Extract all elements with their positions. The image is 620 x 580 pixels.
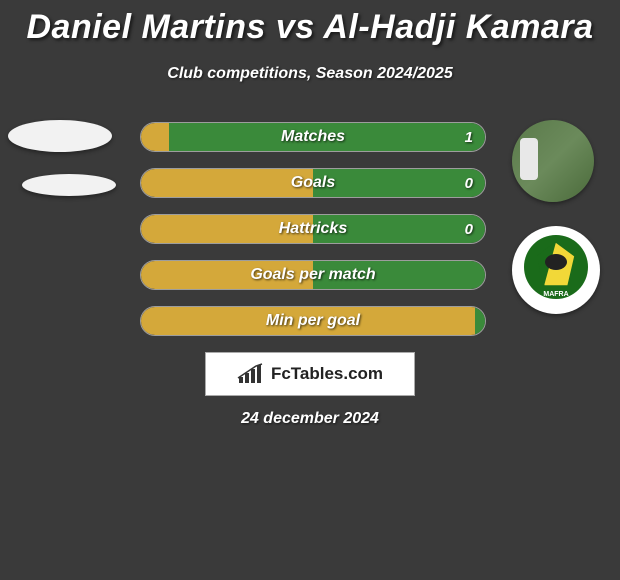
right-player-avatars: MAFRA [512, 120, 600, 338]
brand-label: FcTables.com [271, 364, 383, 384]
stat-bar: 0Hattricks [140, 214, 486, 244]
stat-label: Goals [141, 169, 485, 197]
stat-label: Min per goal [141, 307, 485, 335]
player1-avatar-placeholder [8, 120, 112, 152]
stat-bar: 1Matches [140, 122, 486, 152]
comparison-title: Daniel Martins vs Al-Hadji Kamara [0, 0, 620, 47]
brand-box[interactable]: FcTables.com [205, 352, 415, 396]
stats-bars: 1Matches 0Goals 0Hattricks Goals per match M… [140, 122, 486, 352]
comparison-subtitle: Club competitions, Season 2024/2025 [0, 65, 620, 83]
player1-club-placeholder [22, 174, 116, 196]
stat-label: Hattricks [141, 215, 485, 243]
left-player-avatars [8, 120, 116, 218]
stat-bar: 0Goals [140, 168, 486, 198]
player2-club-crest: MAFRA [512, 226, 600, 314]
stat-bar: Min per goal [140, 306, 486, 336]
brand-chart-icon [237, 363, 263, 385]
stat-bar: Goals per match [140, 260, 486, 290]
player2-avatar [512, 120, 594, 202]
comparison-date: 24 december 2024 [0, 410, 620, 428]
stat-label: Goals per match [141, 261, 485, 289]
svg-text:MAFRA: MAFRA [543, 291, 568, 298]
stat-label: Matches [141, 123, 485, 151]
